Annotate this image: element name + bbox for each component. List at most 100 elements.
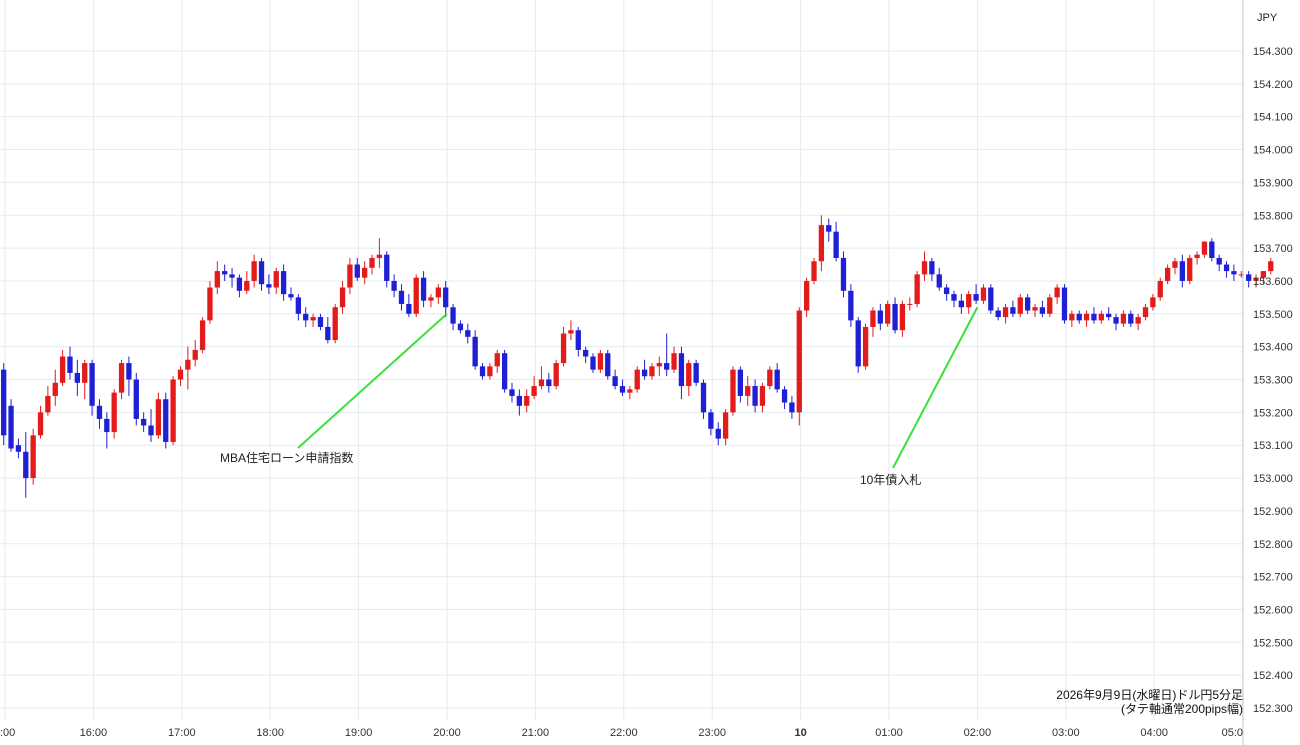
candle-body [1061,287,1068,321]
candle [1194,251,1200,265]
candle [244,271,250,295]
candle [96,399,103,429]
candle [118,359,125,400]
candle [686,359,692,396]
y-tick-label: 152.800 [1253,539,1293,551]
candle-body [943,287,950,295]
candle [1010,300,1016,318]
candle-body [310,317,316,321]
x-tick-label: 19:00 [345,727,373,739]
candle-body [524,395,530,406]
x-tick-label: 10 [794,727,806,739]
candle-body [67,356,73,373]
candle [730,366,736,416]
candle [973,284,979,304]
candle-body [1238,274,1244,276]
candle [995,307,1001,321]
candle [560,326,567,367]
candle [1128,310,1134,327]
candle-body [376,254,383,258]
candle-body [185,359,191,370]
candles [1,215,1274,498]
candle-body [833,231,839,258]
candle-body [361,267,368,278]
candle [649,363,655,380]
candle-body [516,395,523,406]
candle [862,323,869,370]
candle-body [450,307,456,324]
candle [1150,294,1156,311]
candle [155,392,162,439]
y-tick-label: 154.300 [1253,46,1293,58]
candle [332,303,338,344]
candle [361,261,368,285]
x-tick-label: 02:00 [964,727,992,739]
candle [546,372,552,393]
y-tick-label: 153.300 [1253,375,1293,387]
candle-body [1083,313,1090,321]
candle [1120,310,1127,327]
candle-body [52,382,58,396]
candle [487,363,493,380]
candle-body [1253,277,1259,281]
candle-body [163,399,169,442]
candle-body [1069,313,1075,321]
candle [590,353,596,373]
candle-body [155,399,162,436]
candle-body [347,264,353,288]
candle [229,267,235,288]
candle [605,349,611,380]
time-axis: :00 16:00 17:00 18:00 19:00 20:00 21:00 22:00 23… [0,727,1243,739]
candle [1054,284,1060,304]
candle [1179,254,1186,288]
x-tick-label: 03:00 [1052,727,1080,739]
candle [1209,238,1215,262]
y-tick-label: 153.000 [1253,473,1293,485]
candle [295,294,302,321]
candle [914,271,920,308]
candle-body [1223,264,1230,272]
candle-body [104,418,110,433]
candle-body [568,330,574,334]
candle-body [303,313,309,321]
candle-body [627,389,633,393]
candle-body [96,405,103,419]
candle-body [339,287,346,308]
x-tick-label: 04:00 [1140,727,1168,739]
candle-body [325,326,331,341]
y-tick-label: 154.200 [1253,79,1293,91]
candle-body [1194,254,1200,258]
candle-body [354,264,360,278]
candle-body [531,386,537,396]
candle [722,409,729,446]
candle-body [693,363,699,383]
candle [988,284,994,314]
candle-body [936,274,942,288]
candle [516,389,523,416]
candle-body [656,363,662,367]
candle-body [413,277,419,314]
candle-body [280,271,287,295]
candle-body [1216,257,1222,265]
y-tick-label: 152.500 [1253,637,1293,649]
candle [509,382,515,403]
candle-body [686,363,692,387]
candle [1024,294,1031,314]
candle-body [501,353,508,390]
candle [678,346,685,400]
candle [15,438,22,459]
candle-body [767,369,773,387]
y-tick-label: 152.600 [1253,604,1293,616]
candle-body [774,369,780,390]
candle [752,379,758,413]
candle [877,303,883,331]
candle [251,254,257,288]
candle [406,294,412,318]
candle-body [612,376,618,387]
candle-body [479,366,486,377]
x-tick-label: 05:0 [1222,727,1243,739]
candle-body [1,369,7,436]
candle [715,422,721,446]
candle [980,284,987,304]
